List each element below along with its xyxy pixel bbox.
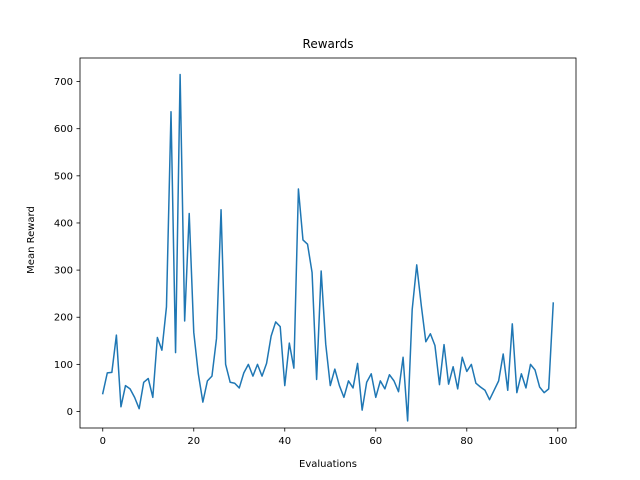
- x-tick-label: 40: [278, 436, 291, 447]
- y-axis-label: Mean Reward: [26, 206, 37, 274]
- y-tick-label: 400: [54, 218, 73, 229]
- x-tick-label: 0: [100, 436, 106, 447]
- y-tick-label: 600: [54, 124, 73, 135]
- chart-title: Rewards: [303, 37, 354, 51]
- x-tick-label: 80: [460, 436, 473, 447]
- plot-frame: [79, 57, 577, 429]
- x-tick-label: 100: [548, 436, 567, 447]
- y-tick-label: 700: [54, 77, 73, 88]
- x-axis-label: Evaluations: [299, 459, 357, 470]
- y-tick-label: 300: [54, 266, 73, 277]
- y-tick-label: 200: [54, 313, 73, 324]
- series-line: [101, 73, 555, 422]
- y-tick-label: 500: [54, 171, 73, 182]
- x-tick-label: 60: [369, 436, 382, 447]
- x-tick-label: 20: [187, 436, 200, 447]
- y-axis: 0 100 200 300 400 500 600 700: [54, 77, 80, 418]
- plot-area: [79, 57, 577, 429]
- x-axis: 0 20 40 60 80 100: [100, 428, 567, 447]
- y-tick-label: 100: [54, 360, 73, 371]
- y-tick-label: 0: [67, 407, 73, 418]
